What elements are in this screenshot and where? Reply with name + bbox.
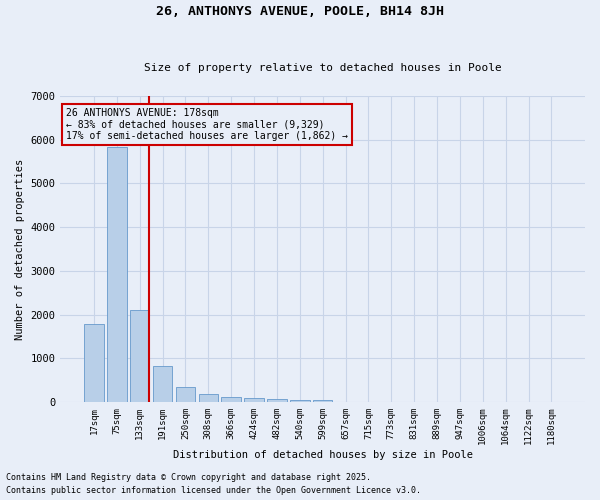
Bar — [290, 400, 310, 402]
Bar — [130, 310, 149, 402]
Bar — [107, 146, 127, 402]
Text: 26 ANTHONYS AVENUE: 178sqm
← 83% of detached houses are smaller (9,329)
17% of s: 26 ANTHONYS AVENUE: 178sqm ← 83% of deta… — [65, 108, 347, 142]
Text: Contains HM Land Registry data © Crown copyright and database right 2025.
Contai: Contains HM Land Registry data © Crown c… — [6, 474, 421, 495]
Bar — [84, 324, 104, 402]
Title: Size of property relative to detached houses in Poole: Size of property relative to detached ho… — [144, 63, 502, 73]
Bar — [199, 394, 218, 402]
Text: 26, ANTHONYS AVENUE, POOLE, BH14 8JH: 26, ANTHONYS AVENUE, POOLE, BH14 8JH — [156, 5, 444, 18]
Bar — [176, 387, 195, 402]
Bar — [313, 400, 332, 402]
Bar — [221, 397, 241, 402]
Bar — [153, 366, 172, 402]
Bar — [267, 399, 287, 402]
X-axis label: Distribution of detached houses by size in Poole: Distribution of detached houses by size … — [173, 450, 473, 460]
Y-axis label: Number of detached properties: Number of detached properties — [15, 158, 25, 340]
Bar — [244, 398, 264, 402]
